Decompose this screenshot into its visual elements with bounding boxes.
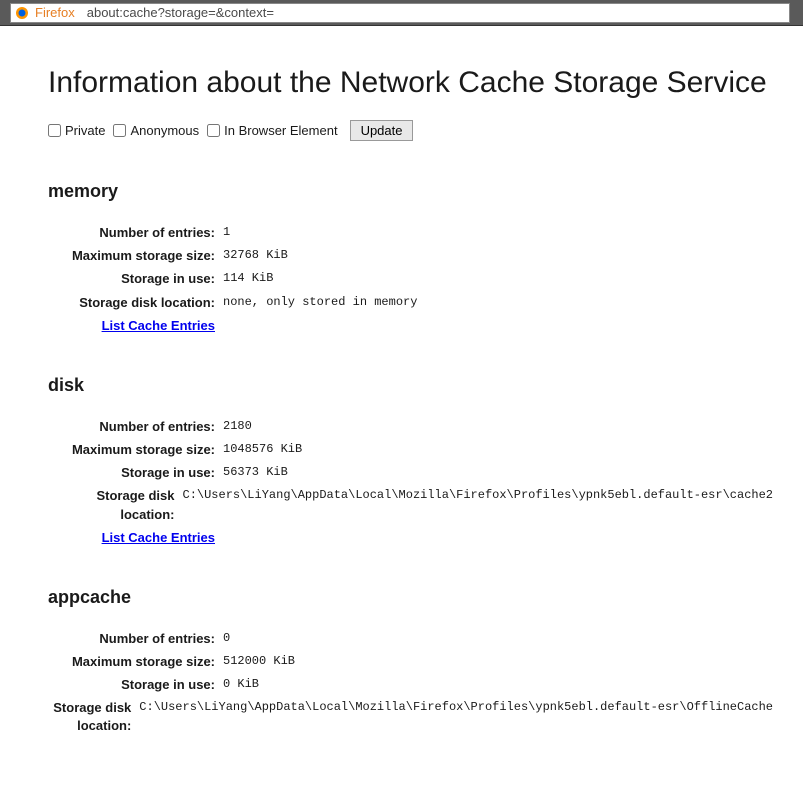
disk-entries-value: 2180: [223, 418, 252, 436]
disk-max-value: 1048576 KiB: [223, 441, 302, 459]
anonymous-checkbox-group: Anonymous: [113, 123, 199, 138]
table-row: Number of entries: 2180: [48, 418, 773, 436]
label-disk-location: Storage disk location:: [48, 294, 223, 312]
page-content: Information about the Network Cache Stor…: [0, 26, 803, 796]
controls-row: Private Anonymous In Browser Element Upd…: [48, 120, 773, 141]
link-row: List Cache Entries: [48, 317, 773, 335]
in-browser-checkbox-group: In Browser Element: [207, 123, 337, 138]
disk-heading: disk: [48, 375, 773, 396]
label-max-storage: Maximum storage size:: [48, 247, 223, 265]
table-row: Storage in use: 114 KiB: [48, 270, 773, 288]
page-title: Information about the Network Cache Stor…: [48, 66, 773, 100]
in-browser-label: In Browser Element: [224, 123, 337, 138]
label-entries: Number of entries:: [48, 224, 223, 242]
link-spacer: List Cache Entries: [48, 317, 223, 335]
memory-entries-value: 1: [223, 224, 230, 242]
label-in-use: Storage in use:: [48, 270, 223, 288]
list-cache-entries-link[interactable]: List Cache Entries: [102, 318, 215, 333]
label-in-use: Storage in use:: [48, 676, 223, 694]
firefox-icon: [15, 6, 29, 20]
table-row: Maximum storage size: 32768 KiB: [48, 247, 773, 265]
table-row: Maximum storage size: 1048576 KiB: [48, 441, 773, 459]
table-row: Number of entries: 1: [48, 224, 773, 242]
table-row: Storage disk location: C:\Users\LiYang\A…: [48, 487, 773, 523]
anonymous-label: Anonymous: [130, 123, 199, 138]
url-text: about:cache?storage=&context=: [87, 5, 274, 20]
in-browser-checkbox[interactable]: [207, 124, 220, 137]
appcache-heading: appcache: [48, 587, 773, 608]
appcache-location-value: C:\Users\LiYang\AppData\Local\Mozilla\Fi…: [139, 699, 773, 735]
appcache-inuse-value: 0 KiB: [223, 676, 259, 694]
disk-inuse-value: 56373 KiB: [223, 464, 288, 482]
link-row: List Cache Entries: [48, 529, 773, 547]
disk-section: disk Number of entries: 2180 Maximum sto…: [48, 375, 773, 547]
label-max-storage: Maximum storage size:: [48, 653, 223, 671]
browser-name: Firefox: [35, 5, 75, 20]
label-max-storage: Maximum storage size:: [48, 441, 223, 459]
memory-heading: memory: [48, 181, 773, 202]
memory-inuse-value: 114 KiB: [223, 270, 273, 288]
memory-max-value: 32768 KiB: [223, 247, 288, 265]
label-entries: Number of entries:: [48, 418, 223, 436]
appcache-max-value: 512000 KiB: [223, 653, 295, 671]
address-bar[interactable]: Firefox about:cache?storage=&context=: [10, 3, 790, 23]
browser-chrome: Firefox about:cache?storage=&context=: [0, 0, 803, 26]
table-row: Storage in use: 0 KiB: [48, 676, 773, 694]
update-button[interactable]: Update: [350, 120, 414, 141]
memory-section: memory Number of entries: 1 Maximum stor…: [48, 181, 773, 335]
anonymous-checkbox[interactable]: [113, 124, 126, 137]
label-disk-location: Storage disk location:: [48, 487, 183, 523]
label-entries: Number of entries:: [48, 630, 223, 648]
table-row: Storage disk location: C:\Users\LiYang\A…: [48, 699, 773, 735]
memory-location-value: none, only stored in memory: [223, 294, 417, 312]
private-checkbox-group: Private: [48, 123, 105, 138]
list-cache-entries-link[interactable]: List Cache Entries: [102, 530, 215, 545]
table-row: Storage in use: 56373 KiB: [48, 464, 773, 482]
private-label: Private: [65, 123, 105, 138]
table-row: Storage disk location: none, only stored…: [48, 294, 773, 312]
disk-location-value: C:\Users\LiYang\AppData\Local\Mozilla\Fi…: [183, 487, 774, 523]
label-in-use: Storage in use:: [48, 464, 223, 482]
link-spacer: List Cache Entries: [48, 529, 223, 547]
appcache-section: appcache Number of entries: 0 Maximum st…: [48, 587, 773, 736]
appcache-entries-value: 0: [223, 630, 230, 648]
private-checkbox[interactable]: [48, 124, 61, 137]
table-row: Number of entries: 0: [48, 630, 773, 648]
label-disk-location: Storage disk location:: [48, 699, 139, 735]
table-row: Maximum storage size: 512000 KiB: [48, 653, 773, 671]
